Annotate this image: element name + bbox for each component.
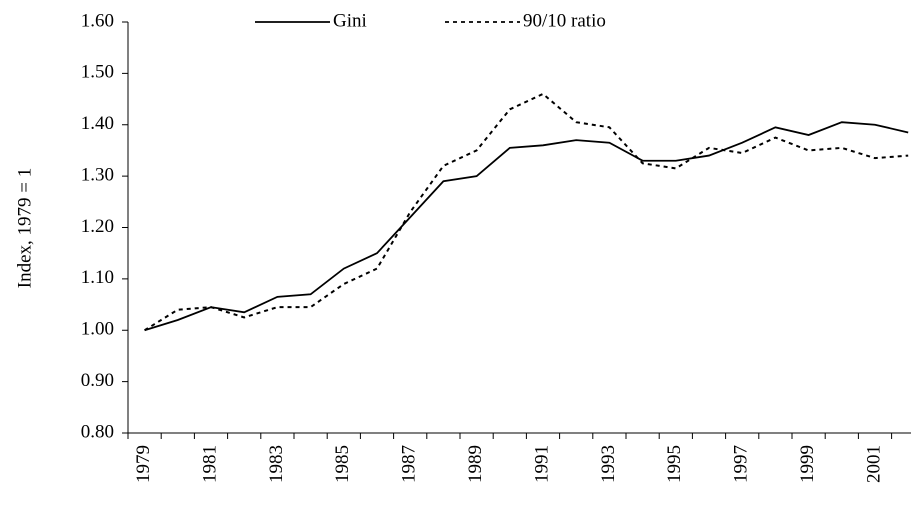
x-tick-label: 1995 <box>664 445 685 483</box>
x-tick-label: 1987 <box>399 445 420 483</box>
y-tick-label: 1.30 <box>81 164 114 185</box>
y-tick-label: 1.50 <box>81 62 114 83</box>
x-tick-label: 1981 <box>199 445 220 483</box>
y-tick-label: 1.20 <box>81 216 114 237</box>
legend-label: 90/10 ratio <box>523 10 606 31</box>
x-tick-label: 1983 <box>266 445 287 483</box>
x-tick-label: 2001 <box>863 445 884 483</box>
x-tick-label: 1979 <box>133 445 154 483</box>
x-tick-label: 1999 <box>797 445 818 483</box>
x-tick-label: 1985 <box>332 445 353 483</box>
y-tick-label: 1.40 <box>81 113 114 134</box>
x-tick-label: 1997 <box>731 445 752 483</box>
x-tick-label: 1991 <box>531 445 552 483</box>
series-line <box>144 121 909 332</box>
x-tick-label: 1989 <box>465 445 486 483</box>
y-tick-label: 1.00 <box>81 319 114 340</box>
y-tick-label: 1.10 <box>81 267 114 288</box>
y-tick-label: 1.60 <box>81 10 114 31</box>
series-line <box>144 92 909 332</box>
x-tick-label: 1993 <box>598 445 619 483</box>
y-axis-label: Index, 1979 = 1 <box>14 168 35 288</box>
y-tick-label: 0.90 <box>81 370 114 391</box>
legend-label: Gini <box>333 10 367 31</box>
y-tick-label: 0.80 <box>81 421 114 442</box>
